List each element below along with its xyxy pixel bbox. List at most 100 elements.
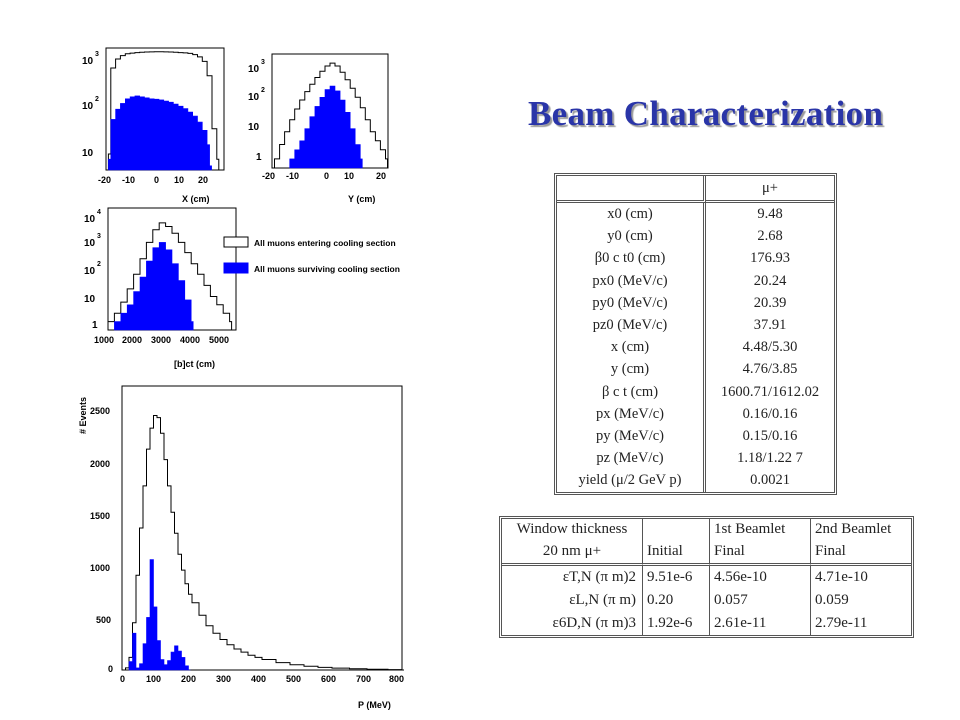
p-xtick-300: 300 bbox=[216, 674, 231, 684]
legend-swatch-surviving bbox=[223, 262, 249, 274]
muon-parameter-table: μ+ x0 (cm) 9.48 y0 (cm) 2.68 β0 c t0 (cm) 176… bbox=[554, 173, 837, 495]
y-xtick-3: 0 bbox=[324, 171, 329, 181]
mu-table-row: py (MeV/c) 0.15/0.16 bbox=[557, 425, 834, 448]
mu-param-value: 0.15/0.16 bbox=[742, 428, 798, 445]
p-ytick-500: 500 bbox=[96, 615, 111, 625]
emit-h1-c1 bbox=[643, 519, 710, 540]
x-histogram: 10 3 10 2 10 -20 -10 0 10 20 X (cm) bbox=[82, 47, 225, 204]
y-xtick-1: -20 bbox=[262, 171, 275, 181]
mu-table-row: py0 (MeV/c) 20.39 bbox=[557, 291, 834, 315]
p-xtick-400: 400 bbox=[251, 674, 266, 684]
mu-table-row: x0 (cm) 9.48 bbox=[557, 203, 834, 226]
y-ytick-0: 1 bbox=[256, 152, 262, 163]
p-ytick-0: 0 bbox=[108, 664, 113, 674]
surviving-series-fill bbox=[108, 95, 212, 171]
mu-table-row: yield (μ/2 GeV p) 0.0021 bbox=[557, 469, 834, 492]
emit-cell-second: 4.71e-10 bbox=[815, 569, 868, 585]
ct-ytick-0: 1 bbox=[92, 320, 98, 331]
emit-table-row: εT,N (π m)2 9.51e-6 4.56e-10 4.71e-10 bbox=[502, 566, 911, 589]
mu-param-value: 0.16/0.16 bbox=[742, 405, 798, 422]
mu-param-value: 4.76/3.85 bbox=[742, 361, 798, 378]
p-xtick-0: 0 bbox=[120, 674, 125, 684]
mu-param-value: 0.0021 bbox=[750, 472, 790, 489]
entering-series-outline bbox=[107, 222, 233, 331]
mu-param-value: 20.39 bbox=[753, 294, 787, 311]
p-xtick-800: 800 bbox=[389, 674, 404, 684]
emit-cell-first: 2.61e-11 bbox=[710, 612, 811, 635]
p-xtick-600: 600 bbox=[321, 674, 336, 684]
emit-table-row: ε6D,N (π m)3 1.92e-6 2.61e-11 2.79e-11 bbox=[502, 612, 911, 635]
x-axis-label: X (cm) bbox=[182, 194, 210, 204]
histogram-legend: All muons entering cooling section All m… bbox=[223, 236, 400, 274]
ct-ytick-4-exp: 4 bbox=[97, 209, 101, 216]
mu-table-row: px (MeV/c) 0.16/0.16 bbox=[557, 402, 834, 426]
mu-table-row: x (cm) 4.48/5.30 bbox=[557, 336, 834, 359]
mu-table-row: β0 c t0 (cm) 176.93 bbox=[557, 247, 834, 270]
mu-param-label: yield (μ/2 GeV p) bbox=[557, 469, 706, 492]
mu-param-value: 176.93 bbox=[750, 250, 790, 267]
mu-table-row: y0 (cm) 2.68 bbox=[557, 225, 834, 248]
mu-param-label: py (MeV/c) bbox=[557, 425, 706, 448]
ct-xtick-4: 4000 bbox=[180, 335, 200, 345]
emit-table-row: εL,N (π m) 0.20 0.057 0.059 bbox=[502, 589, 911, 612]
mu-param-value: 2.68 bbox=[757, 228, 783, 245]
emit-cell-first: 0.057 bbox=[710, 589, 811, 612]
surviving-series-fill bbox=[289, 85, 363, 169]
emit-cell-initial: 9.51e-6 bbox=[643, 566, 710, 589]
ct-xtick-2: 2000 bbox=[122, 335, 142, 345]
emit-h1-c0: Window thickness bbox=[502, 519, 643, 540]
x-xtick-1: -20 bbox=[98, 175, 111, 185]
slide-title: Beam Characterization bbox=[528, 94, 884, 133]
y-axis-label: Y (cm) bbox=[348, 194, 375, 204]
p-xtick-100: 100 bbox=[146, 674, 161, 684]
ct-histogram: 10 4 10 3 10 2 10 1 1000 2000 3000 4000 … bbox=[84, 207, 237, 369]
ct-xtick-1: 1000 bbox=[94, 335, 114, 345]
ct-xtick-5: 5000 bbox=[209, 335, 229, 345]
emit-cell-first: 4.56e-10 bbox=[710, 566, 811, 589]
entering-series-outline bbox=[122, 415, 404, 671]
mu-param-label: px0 (MeV/c) bbox=[557, 269, 706, 292]
y-ytick-2-exp: 2 bbox=[261, 87, 265, 94]
x-xtick-4: 10 bbox=[174, 175, 184, 185]
p-ytick-1500: 1500 bbox=[90, 511, 110, 521]
emit-cell-label: εL,N (π m) bbox=[502, 589, 643, 612]
emit-h2-c1: Initial bbox=[643, 540, 710, 566]
ct-xtick-3: 3000 bbox=[151, 335, 171, 345]
ct-ytick-2: 10 bbox=[84, 266, 96, 277]
mu-param-label: x0 (cm) bbox=[557, 203, 706, 226]
p-plot-frame bbox=[121, 385, 403, 671]
p-ytick-2500: 2500 bbox=[90, 406, 110, 416]
mu-param-label: x (cm) bbox=[557, 336, 706, 359]
y-xtick-5: 20 bbox=[376, 171, 386, 181]
mu-param-label: β c t (cm) bbox=[557, 380, 706, 403]
emit-cell-initial: 1.92e-6 bbox=[643, 612, 710, 635]
emit-cell-initial: 0.20 bbox=[643, 589, 710, 612]
ct-plot-area bbox=[107, 222, 233, 331]
legend-label-entering: All muons entering cooling section bbox=[254, 238, 396, 248]
p-y-axis-label: # Events bbox=[78, 397, 88, 434]
emit-h2-c0: 20 nm μ+ bbox=[502, 540, 643, 566]
ct-ytick-3: 10 bbox=[84, 238, 96, 249]
x-ytick-1: 10 bbox=[82, 148, 94, 159]
mu-param-value: 20.24 bbox=[753, 272, 787, 289]
mu-table-row: pz (MeV/c) 1.18/1.22 7 bbox=[557, 447, 834, 470]
ct-ytick-3-exp: 3 bbox=[97, 233, 101, 240]
mu-param-value: 9.48 bbox=[757, 206, 783, 222]
p-histogram: # Events 2500 2000 1500 1000 500 0 0 100… bbox=[78, 385, 404, 710]
x-xtick-3: 0 bbox=[154, 175, 159, 185]
emit-h2-c2: Final bbox=[710, 540, 811, 566]
emit-h1-c2: 1st Beamlet bbox=[710, 519, 811, 540]
mu-param-value: 1600.71/1612.02 bbox=[720, 383, 820, 400]
mu-param-value: 1.18/1.22 7 bbox=[737, 450, 803, 467]
x-ytick-2: 10 bbox=[82, 101, 94, 112]
x-plot-area bbox=[107, 51, 220, 171]
emit-h2-c3: Final bbox=[811, 540, 911, 566]
emit-cell-second: 0.059 bbox=[815, 592, 849, 608]
ct-ytick-2-exp: 2 bbox=[97, 261, 101, 268]
emittance-table: Window thickness 1st Beamlet 2nd Beamlet… bbox=[499, 516, 914, 638]
p-plot-area bbox=[122, 415, 404, 671]
y-xtick-4: 10 bbox=[344, 171, 354, 181]
y-xtick-2: -10 bbox=[286, 171, 299, 181]
mu-param-value: 4.48/5.30 bbox=[742, 339, 798, 356]
emit-cell-label: εT,N (π m)2 bbox=[502, 566, 643, 589]
